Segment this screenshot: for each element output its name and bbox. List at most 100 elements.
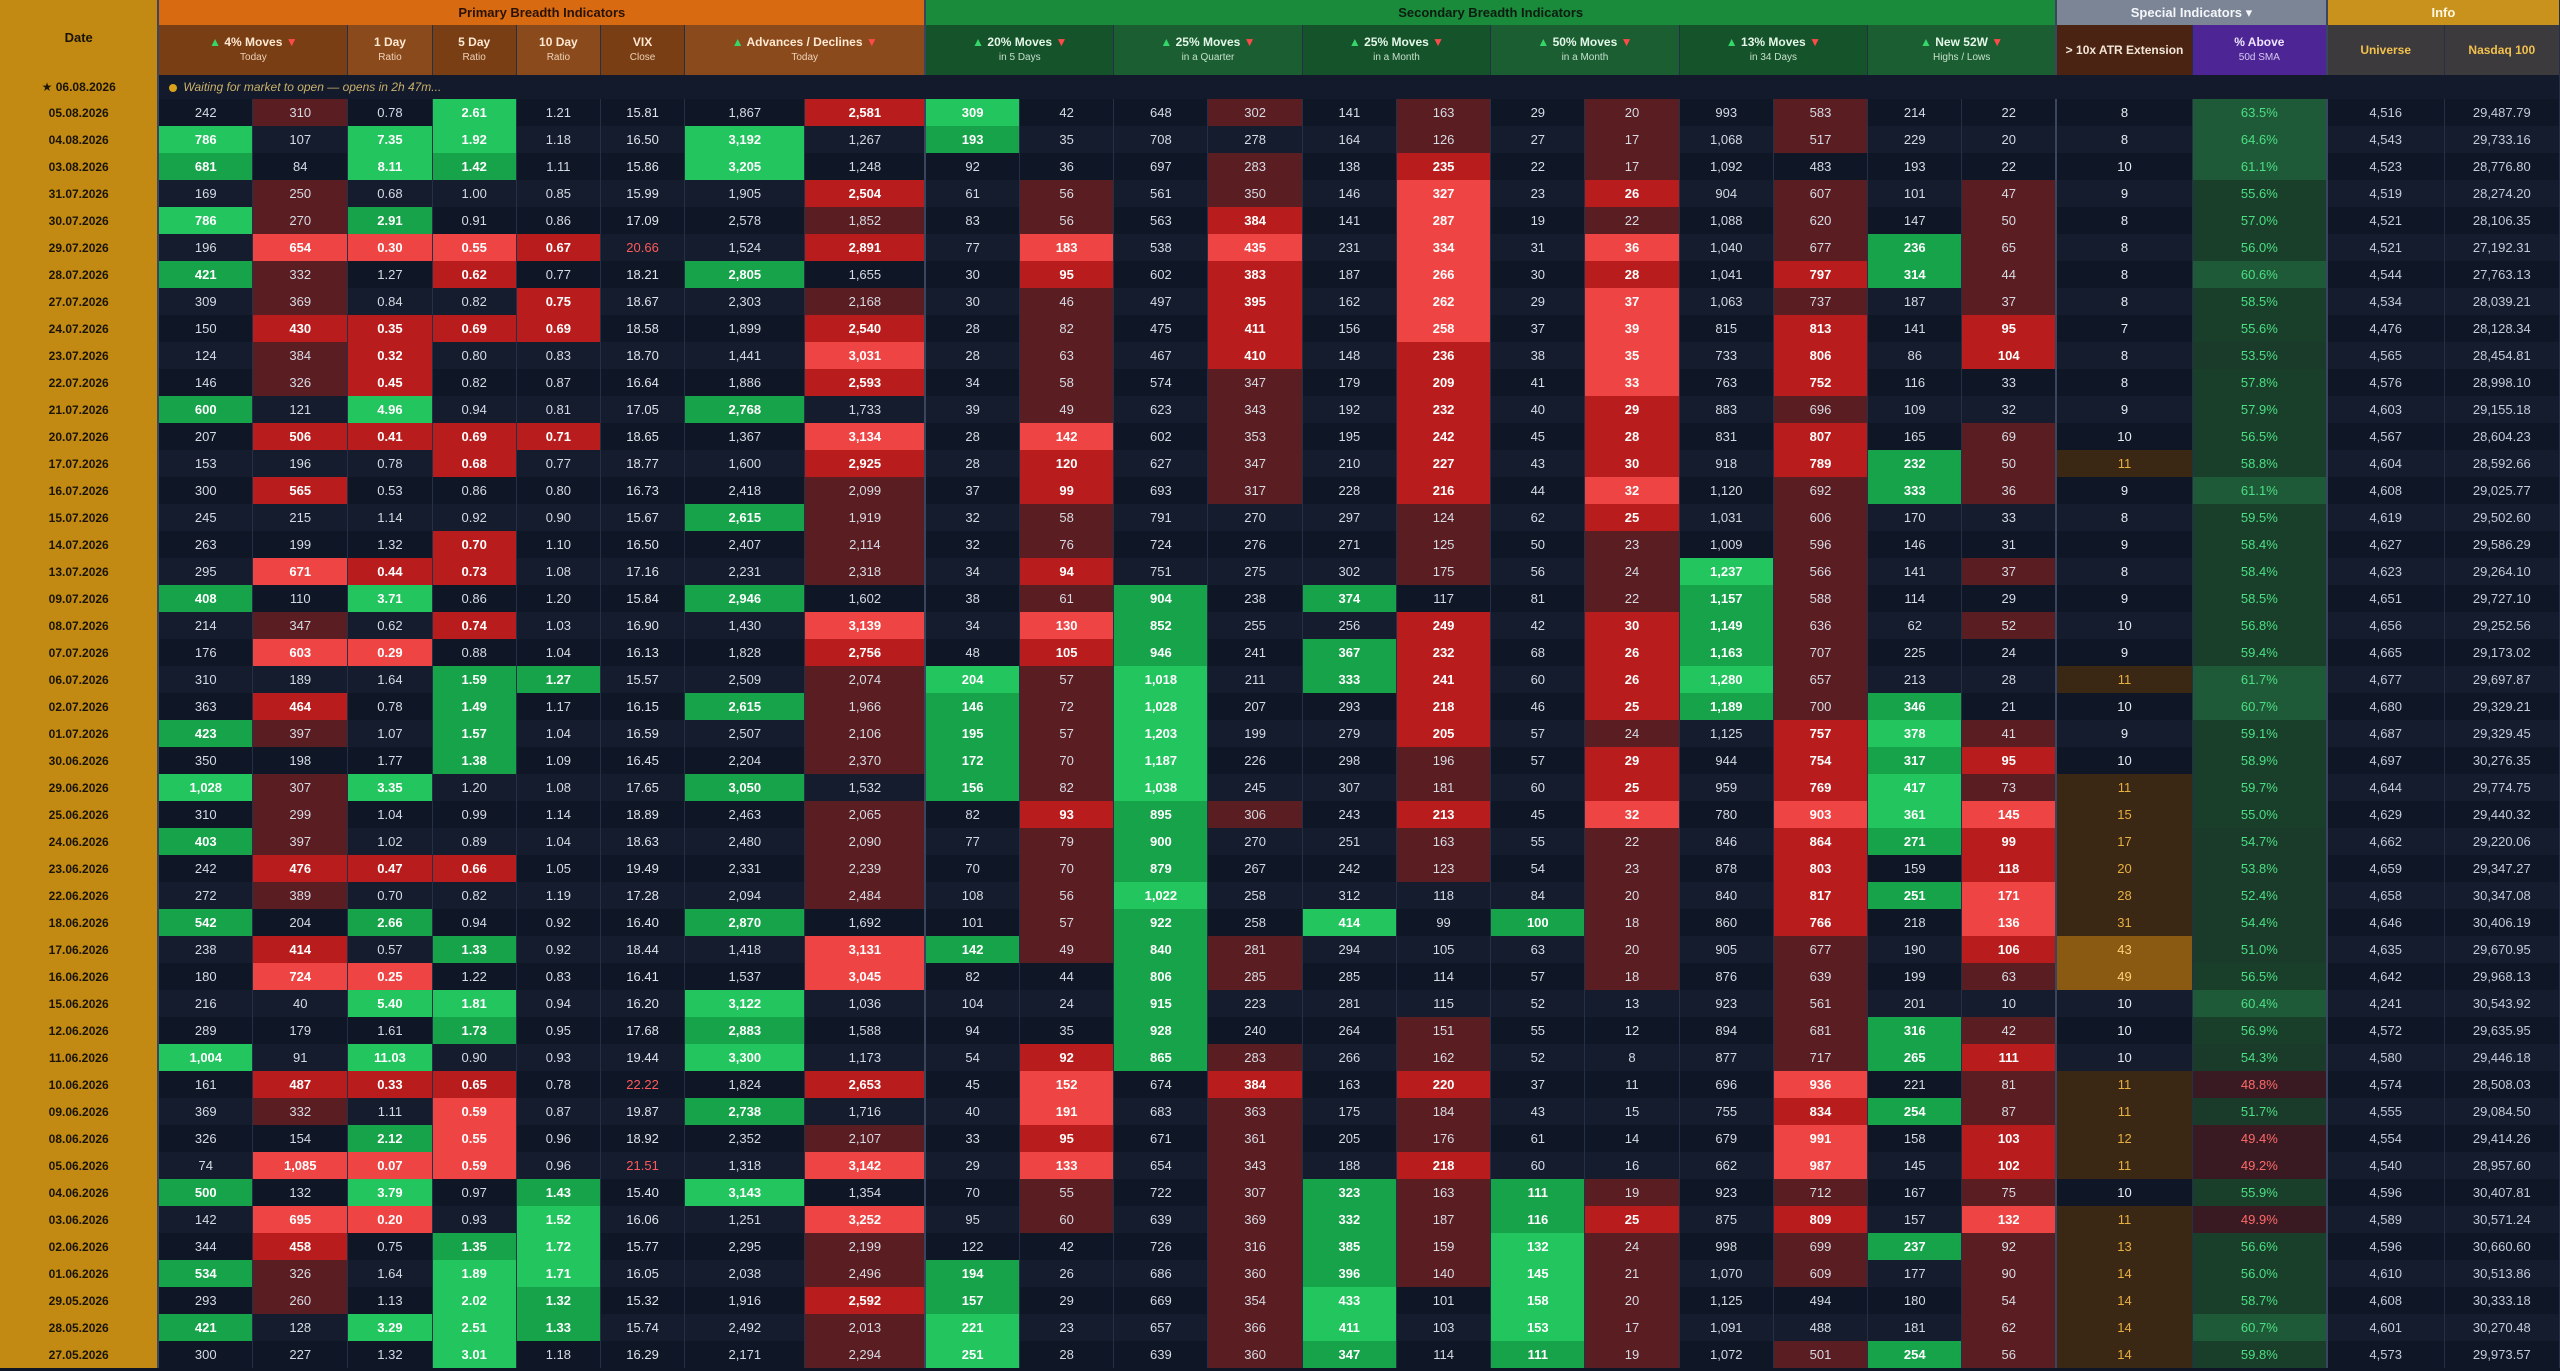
- table-row[interactable]: 20.07.2026 207 506 0.41 0.69 0.71 18.65 1,367 3,…: [0, 423, 2560, 450]
- table-row[interactable]: 05.08.2026 242 310 0.78 2.61 1.21 15.81 1,867 2,…: [0, 99, 2560, 126]
- table-row[interactable]: 30.07.2026 786 270 2.91 0.91 0.86 17.09 2,578 1,…: [0, 207, 2560, 234]
- cell-ratio-10d: 1.72: [516, 1233, 601, 1260]
- table-row[interactable]: 27.05.2026 300 227 1.32 3.01 1.18 16.29 2,171 2,…: [0, 1341, 2560, 1368]
- table-row[interactable]: 04.06.2026 500 132 3.79 0.97 1.43 15.40 3,143 1,…: [0, 1179, 2560, 1206]
- table-row[interactable]: 29.07.2026 196 654 0.30 0.55 0.67 20.66 1,524 2,…: [0, 234, 2560, 261]
- table-row[interactable]: 01.07.2026 423 397 1.07 1.57 1.04 16.59 2,507 2,…: [0, 720, 2560, 747]
- header-vix-close[interactable]: VIX Close: [600, 25, 686, 75]
- table-row[interactable]: 14.07.2026 263 199 1.32 0.70 1.10 16.50 2,407 2,…: [0, 531, 2560, 558]
- cell-moves4-up: 786: [158, 207, 254, 234]
- header-advances-declines[interactable]: ▲ Advances / Declines ▼ Today: [684, 25, 927, 75]
- header-pct-above-50d-sma[interactable]: % Above 50d SMA: [2192, 25, 2328, 75]
- cell-m25m-down: 262: [1396, 288, 1492, 315]
- table-row[interactable]: 15.06.2026 216 40 5.40 1.81 0.94 16.20 3,122 1,0…: [0, 990, 2560, 1017]
- table-row[interactable]: 23.07.2026 124 384 0.32 0.80 0.83 18.70 1,441 3,…: [0, 342, 2560, 369]
- table-row[interactable]: 08.06.2026 326 154 2.12 0.55 0.96 18.92 2,352 2,…: [0, 1125, 2560, 1152]
- table-row[interactable]: 18.06.2026 542 204 2.66 0.94 0.92 16.40 2,870 1,…: [0, 909, 2560, 936]
- header-universe[interactable]: Universe: [2326, 25, 2445, 75]
- cell-date: 22.07.2026: [0, 369, 160, 396]
- header-20pct-moves[interactable]: ▲ 20% Moves ▼ in 5 Days: [925, 25, 1115, 75]
- header-50pct-moves[interactable]: ▲ 50% Moves ▼ in a Month: [1490, 25, 1680, 75]
- table-row[interactable]: 15.07.2026 245 215 1.14 0.92 0.90 15.67 2,615 1,…: [0, 504, 2560, 531]
- cell-m25m-down: 103: [1396, 1314, 1492, 1341]
- cell-declines: 1,966: [804, 693, 927, 720]
- table-row[interactable]: 22.07.2026 146 326 0.45 0.82 0.87 16.64 1,886 2,…: [0, 369, 2560, 396]
- table-row[interactable]: 23.06.2026 242 476 0.47 0.66 1.05 19.49 2,331 2,…: [0, 855, 2560, 882]
- cell-new-lows: 32: [1961, 396, 2058, 423]
- cell-m20-down: 79: [1019, 828, 1115, 855]
- table-row[interactable]: 30.06.2026 350 198 1.77 1.38 1.09 16.45 2,204 2,…: [0, 747, 2560, 774]
- cell-new-highs: 214: [1867, 99, 1963, 126]
- table-row[interactable]: 05.06.2026 74 1,085 0.07 0.59 0.96 21.51 1,318 3…: [0, 1152, 2560, 1179]
- special-indicators-group-header[interactable]: Special Indicators ▾: [2056, 0, 2328, 25]
- cell-pct-above-sma: 58.9%: [2192, 747, 2328, 774]
- table-row[interactable]: 02.07.2026 363 464 0.78 1.49 1.17 16.15 2,615 1,…: [0, 693, 2560, 720]
- header-10day-ratio[interactable]: 10 Day Ratio: [516, 25, 601, 75]
- header-atr-extension[interactable]: > 10x ATR Extension: [2056, 25, 2193, 75]
- cell-ratio-1d: 0.62: [347, 612, 433, 639]
- cell-new-lows: 24: [1961, 639, 2058, 666]
- date-header[interactable]: Date: [0, 0, 160, 75]
- table-row[interactable]: 08.07.2026 214 347 0.62 0.74 1.03 16.90 1,430 3,…: [0, 612, 2560, 639]
- cell-m20-down: 191: [1019, 1098, 1115, 1125]
- table-row[interactable]: 29.06.2026 1,028 307 3.35 1.20 1.08 17.65 3,050…: [0, 774, 2560, 801]
- table-row[interactable]: 17.06.2026 238 414 0.57 1.33 0.92 18.44 1,418 3,…: [0, 936, 2560, 963]
- table-row[interactable]: 02.06.2026 344 458 0.75 1.35 1.72 15.77 2,295 2,…: [0, 1233, 2560, 1260]
- chevron-down-icon[interactable]: ▾: [2245, 4, 2253, 20]
- table-row[interactable]: 04.08.2026 786 107 7.35 1.92 1.18 16.50 3,192 1,…: [0, 126, 2560, 153]
- cell-new-highs: 271: [1867, 828, 1963, 855]
- cell-atr-extension: 17: [2056, 828, 2193, 855]
- header-1day-ratio[interactable]: 1 Day Ratio: [347, 25, 433, 75]
- table-row[interactable]: 07.07.2026 176 603 0.29 0.88 1.04 16.13 1,828 2,…: [0, 639, 2560, 666]
- cell-advances: 2,870: [684, 909, 806, 936]
- header-nasdaq-100[interactable]: Nasdaq 100: [2444, 25, 2560, 75]
- cell-m20-up: 193: [925, 126, 1021, 153]
- cell-advances: 2,204: [684, 747, 806, 774]
- header-25pct-moves-quarter[interactable]: ▲ 25% Moves ▼ in a Quarter: [1113, 25, 1303, 75]
- cell-advances: 2,578: [684, 207, 806, 234]
- table-row[interactable]: 16.07.2026 300 565 0.53 0.86 0.80 16.73 2,418 2,…: [0, 477, 2560, 504]
- cell-vix-close: 17.68: [600, 1017, 686, 1044]
- header-13pct-moves[interactable]: ▲ 13% Moves ▼ in 34 Days: [1679, 25, 1869, 75]
- table-row[interactable]: 01.06.2026 534 326 1.64 1.89 1.71 16.05 2,038 2,…: [0, 1260, 2560, 1287]
- table-row[interactable]: 16.06.2026 180 724 0.25 1.22 0.83 16.41 1,537 3,…: [0, 963, 2560, 990]
- table-row[interactable]: 09.06.2026 369 332 1.11 0.59 0.87 19.87 2,738 1,…: [0, 1098, 2560, 1125]
- cell-ratio-10d: 1.05: [516, 855, 601, 882]
- table-row[interactable]: 29.05.2026 293 260 1.13 2.02 1.32 15.32 1,916 2,…: [0, 1287, 2560, 1314]
- table-row[interactable]: 28.05.2026 421 128 3.29 2.51 1.33 15.74 2,492 2,…: [0, 1314, 2560, 1341]
- table-row[interactable]: 03.08.2026 681 84 8.11 1.42 1.11 15.86 3,205 1,2…: [0, 153, 2560, 180]
- table-row[interactable]: 10.06.2026 161 487 0.33 0.65 0.78 22.22 1,824 2,…: [0, 1071, 2560, 1098]
- table-row[interactable]: 11.06.2026 1,004 91 11.03 0.90 0.93 19.44 3,300…: [0, 1044, 2560, 1071]
- cell-vix-close: 16.50: [600, 126, 686, 153]
- table-row[interactable]: 31.07.2026 169 250 0.68 1.00 0.85 15.99 1,905 2,…: [0, 180, 2560, 207]
- cell-m50-down: 19: [1584, 1341, 1680, 1368]
- table-row[interactable]: 24.07.2026 150 430 0.35 0.69 0.69 18.58 1,899 2,…: [0, 315, 2560, 342]
- cell-m20-up: 77: [925, 828, 1021, 855]
- table-row[interactable]: 25.06.2026 310 299 1.04 0.99 1.14 18.89 2,463 2,…: [0, 801, 2560, 828]
- table-row[interactable]: 13.07.2026 295 671 0.44 0.73 1.08 17.16 2,231 2,…: [0, 558, 2560, 585]
- table-row[interactable]: 28.07.2026 421 332 1.27 0.62 0.77 18.21 2,805 1,…: [0, 261, 2560, 288]
- table-row[interactable]: 17.07.2026 153 196 0.78 0.68 0.77 18.77 1,600 2,…: [0, 450, 2560, 477]
- cell-m13-down: 766: [1773, 909, 1869, 936]
- cell-universe: 4,596: [2326, 1179, 2445, 1206]
- cell-universe: 4,651: [2326, 585, 2445, 612]
- table-row[interactable]: 21.07.2026 600 121 4.96 0.94 0.81 17.05 2,768 1,…: [0, 396, 2560, 423]
- table-row[interactable]: 06.07.2026 310 189 1.64 1.59 1.27 15.57 2,509 2,…: [0, 666, 2560, 693]
- table-row[interactable]: 24.06.2026 403 397 1.02 0.89 1.04 18.63 2,480 2,…: [0, 828, 2560, 855]
- header-4pct-moves[interactable]: ▲ 4% Moves ▼ Today: [158, 25, 349, 75]
- table-row[interactable]: 22.06.2026 272 389 0.70 0.82 1.19 17.28 2,094 2,…: [0, 882, 2560, 909]
- cell-universe: 4,540: [2326, 1152, 2445, 1179]
- cell-m20-up: 156: [925, 774, 1021, 801]
- table-row[interactable]: 12.06.2026 289 179 1.61 1.73 0.95 17.68 2,883 1,…: [0, 1017, 2560, 1044]
- cell-m13-down: 606: [1773, 504, 1869, 531]
- header-25pct-moves-month[interactable]: ▲ 25% Moves ▼ in a Month: [1302, 25, 1492, 75]
- header-new-52w[interactable]: ▲ New 52W ▼ Highs / Lows: [1867, 25, 2058, 75]
- cell-vix-close: 15.99: [600, 180, 686, 207]
- table-row[interactable]: 03.06.2026 142 695 0.20 0.93 1.52 16.06 1,251 3,…: [0, 1206, 2560, 1233]
- cell-m25q-down: 281: [1207, 936, 1303, 963]
- table-row[interactable]: 27.07.2026 309 369 0.84 0.82 0.75 18.67 2,303 2,…: [0, 288, 2560, 315]
- table-row[interactable]: 09.07.2026 408 110 3.71 0.86 1.20 15.84 2,946 1,…: [0, 585, 2560, 612]
- cell-m25q-up: 865: [1113, 1044, 1209, 1071]
- cell-m50-up: 31: [1490, 234, 1586, 261]
- header-5day-ratio[interactable]: 5 Day Ratio: [432, 25, 517, 75]
